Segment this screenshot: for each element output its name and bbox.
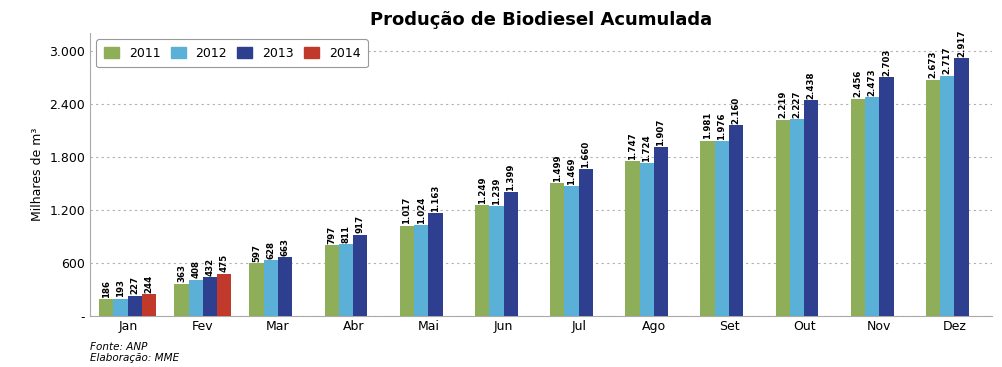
- Bar: [339, 244, 353, 316]
- Text: 2.673: 2.673: [929, 51, 938, 78]
- Bar: [188, 280, 202, 316]
- Text: 797: 797: [328, 226, 337, 244]
- Bar: [428, 213, 443, 316]
- Bar: [142, 294, 156, 316]
- Bar: [99, 299, 113, 316]
- Legend: 2011, 2012, 2013, 2014: 2011, 2012, 2013, 2014: [96, 39, 368, 67]
- Bar: [249, 263, 264, 316]
- Text: 1.747: 1.747: [628, 132, 637, 160]
- Text: 1.024: 1.024: [417, 196, 426, 224]
- Bar: [414, 225, 429, 316]
- Bar: [625, 161, 639, 316]
- Text: 1.469: 1.469: [567, 157, 576, 185]
- Text: 1.724: 1.724: [642, 134, 651, 162]
- Text: 475: 475: [219, 254, 228, 272]
- Text: 363: 363: [177, 264, 186, 282]
- Bar: [865, 97, 880, 316]
- Bar: [804, 100, 819, 316]
- Bar: [851, 99, 865, 316]
- Bar: [550, 183, 564, 316]
- Text: 2.717: 2.717: [943, 47, 952, 75]
- Text: 597: 597: [253, 244, 262, 262]
- Bar: [954, 58, 969, 316]
- Text: 1.017: 1.017: [403, 197, 412, 225]
- Text: 193: 193: [116, 279, 125, 297]
- Text: 2.456: 2.456: [854, 70, 863, 97]
- Text: Fonte: ANP
Elaboração: MME: Fonte: ANP Elaboração: MME: [90, 342, 179, 363]
- Bar: [940, 76, 954, 316]
- Text: 1.163: 1.163: [431, 184, 440, 212]
- Y-axis label: Milhares de m³: Milhares de m³: [31, 128, 44, 221]
- Bar: [127, 295, 142, 316]
- Text: 2.917: 2.917: [957, 29, 966, 57]
- Text: 432: 432: [205, 258, 214, 276]
- Bar: [790, 119, 804, 316]
- Bar: [278, 257, 293, 316]
- Text: 408: 408: [191, 260, 200, 278]
- Bar: [700, 141, 714, 316]
- Title: Produção de Biodiesel Acumulada: Produção de Biodiesel Acumulada: [370, 11, 712, 29]
- Bar: [714, 141, 728, 316]
- Bar: [354, 235, 368, 316]
- Text: 1.976: 1.976: [717, 112, 726, 140]
- Text: 628: 628: [267, 241, 276, 259]
- Bar: [728, 125, 743, 316]
- Bar: [217, 274, 231, 316]
- Text: 2.703: 2.703: [882, 48, 891, 76]
- Bar: [578, 169, 593, 316]
- Bar: [880, 77, 894, 316]
- Text: 1.399: 1.399: [506, 163, 515, 191]
- Bar: [325, 245, 339, 316]
- Text: 1.981: 1.981: [703, 112, 712, 139]
- Bar: [400, 226, 414, 316]
- Bar: [564, 186, 579, 316]
- Text: 917: 917: [356, 215, 365, 233]
- Bar: [653, 147, 668, 316]
- Text: 2.438: 2.438: [807, 72, 816, 99]
- Text: 1.239: 1.239: [492, 178, 501, 205]
- Bar: [926, 80, 940, 316]
- Text: 1.660: 1.660: [581, 141, 590, 168]
- Bar: [264, 260, 278, 316]
- Text: 1.499: 1.499: [553, 155, 562, 182]
- Text: 1.907: 1.907: [656, 119, 665, 146]
- Text: 186: 186: [102, 280, 111, 298]
- Text: 2.473: 2.473: [868, 68, 877, 96]
- Bar: [475, 205, 489, 316]
- Bar: [503, 192, 518, 316]
- Bar: [776, 120, 790, 316]
- Bar: [113, 299, 127, 316]
- Bar: [639, 163, 653, 316]
- Text: 227: 227: [130, 276, 139, 294]
- Text: 811: 811: [342, 225, 351, 243]
- Text: 663: 663: [281, 238, 290, 256]
- Text: 244: 244: [144, 275, 153, 293]
- Text: 2.227: 2.227: [793, 90, 802, 118]
- Bar: [174, 284, 188, 316]
- Text: 2.160: 2.160: [731, 96, 740, 124]
- Bar: [202, 277, 217, 316]
- Text: 2.219: 2.219: [779, 91, 788, 118]
- Bar: [489, 206, 504, 316]
- Text: 1.249: 1.249: [478, 177, 487, 204]
